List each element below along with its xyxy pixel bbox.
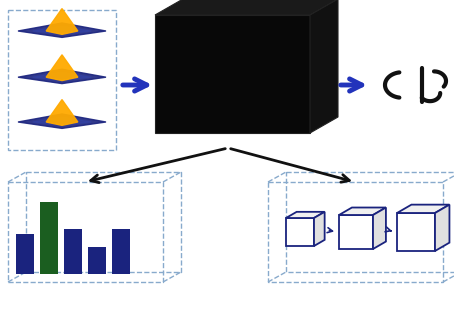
Polygon shape: [33, 117, 91, 125]
Bar: [64, 229, 82, 274]
Polygon shape: [33, 26, 91, 34]
Bar: [40, 202, 58, 274]
Bar: [8, 182, 163, 282]
Bar: [268, 182, 443, 282]
Bar: [16, 234, 34, 274]
Polygon shape: [46, 55, 78, 81]
Polygon shape: [155, 0, 338, 15]
Polygon shape: [339, 215, 373, 249]
Bar: [155, 15, 310, 133]
Bar: [88, 247, 106, 274]
Polygon shape: [18, 69, 106, 84]
Polygon shape: [314, 212, 325, 246]
Polygon shape: [46, 99, 78, 125]
Bar: [112, 229, 130, 274]
Polygon shape: [18, 23, 106, 37]
Polygon shape: [286, 212, 325, 218]
Polygon shape: [286, 218, 314, 246]
Polygon shape: [33, 72, 91, 80]
Polygon shape: [373, 208, 386, 249]
Polygon shape: [397, 213, 435, 251]
Polygon shape: [46, 9, 78, 34]
Bar: [8, 10, 116, 150]
Polygon shape: [18, 114, 106, 129]
Polygon shape: [435, 205, 449, 251]
Polygon shape: [310, 0, 338, 133]
Polygon shape: [339, 208, 386, 215]
Polygon shape: [397, 205, 449, 213]
